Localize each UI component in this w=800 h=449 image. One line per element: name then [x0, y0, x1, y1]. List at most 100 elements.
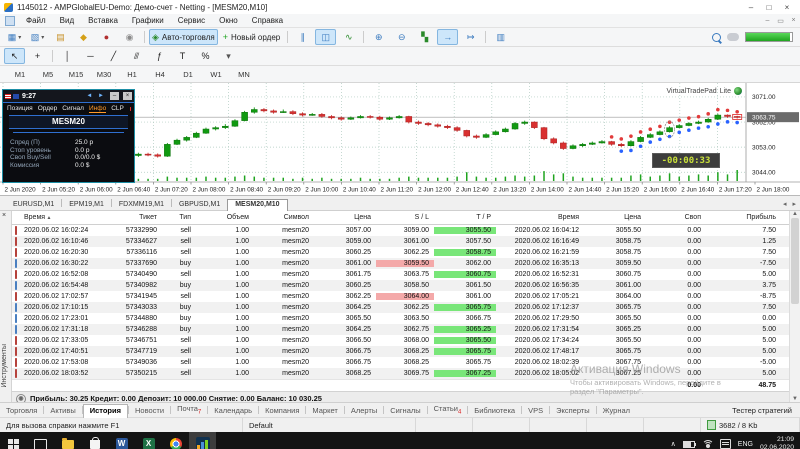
- timeframe-m1[interactable]: M1: [14, 69, 26, 79]
- table-row[interactable]: 2020.06.02 16:52:08 57340490 sell 1.00 mesm2…: [12, 269, 789, 280]
- timeframe-w1[interactable]: W1: [210, 69, 222, 79]
- taskbar-app-word[interactable]: W: [108, 432, 135, 449]
- new-chart-button[interactable]: ▦ ▾: [4, 29, 25, 45]
- table-row[interactable]: 2020.06.02 17:40:51 57347719 sell 1.00 mesm2…: [12, 346, 789, 357]
- panel-tab-инфо[interactable]: Инфо: [88, 104, 107, 113]
- toolbox-tab-mail[interactable]: Почта7: [177, 404, 202, 416]
- toolbox-tab-experts[interactable]: Эксперты: [556, 405, 590, 415]
- line-chart-button[interactable]: ∿: [338, 29, 359, 45]
- more-tools-dropdown[interactable]: ▾: [218, 48, 239, 64]
- table-row[interactable]: 2020.06.02 17:23:01 57344880 buy 1.00 mesm20…: [12, 313, 789, 324]
- chart-tab-fdxmm19-m1[interactable]: FDXMM19,M1: [118, 201, 164, 208]
- menu-item-insert[interactable]: Вставка: [88, 16, 118, 25]
- panel-prev-icon[interactable]: ◄: [86, 93, 95, 99]
- toolbox-tab-library[interactable]: Библиотека: [474, 405, 516, 415]
- toolbox-tab-calendar[interactable]: Календарь: [214, 405, 253, 415]
- crosshair-button[interactable]: +: [27, 48, 48, 64]
- toolbox-tab-market[interactable]: Маркет: [312, 405, 338, 415]
- language-indicator[interactable]: ENG: [737, 440, 753, 448]
- battery-icon[interactable]: [682, 440, 696, 448]
- panel-tab-clp[interactable]: CLP: [111, 105, 124, 112]
- timeframe-h1[interactable]: H1: [127, 69, 137, 79]
- toolbox-tab-news[interactable]: Новости: [135, 405, 165, 415]
- taskbar-app-start[interactable]: [0, 432, 27, 449]
- table-row[interactable]: 2020.06.02 16:10:46 57334627 sell 1.00 mesm2…: [12, 236, 789, 247]
- scroll-up-icon[interactable]: ▲: [792, 211, 798, 217]
- timeframe-h4[interactable]: H4: [155, 69, 165, 79]
- table-row[interactable]: 2020.06.02 16:20:30 57336116 sell 1.00 mesm2…: [12, 247, 789, 258]
- panel-close-button[interactable]: ×: [123, 92, 132, 100]
- bars-chart-button[interactable]: ∥: [292, 29, 313, 45]
- status-profile[interactable]: Default: [243, 418, 416, 432]
- trendline-button[interactable]: ╱: [103, 48, 124, 64]
- column-header[interactable]: Цена: [624, 214, 641, 221]
- chart-tab-mesm20-m10[interactable]: MESM20,M10: [227, 199, 288, 211]
- column-header[interactable]: Символ: [283, 214, 309, 221]
- tray-chevron-icon[interactable]: ∧: [670, 441, 676, 448]
- timeframe-m30[interactable]: M30: [96, 69, 112, 79]
- taskbar-app-taskview[interactable]: [27, 432, 54, 449]
- toolbox-tab-assets[interactable]: Активы: [50, 405, 76, 415]
- taskbar-app-mt5[interactable]: [189, 432, 216, 449]
- table-row[interactable]: 2020.06.02 17:33:05 57346751 sell 1.00 mesm2…: [12, 335, 789, 346]
- taskbar-app-chrome[interactable]: [162, 432, 189, 449]
- cursor-button[interactable]: ↖: [4, 48, 25, 64]
- table-row[interactable]: 2020.06.02 17:10:15 57343033 buy 1.00 mesm20…: [12, 302, 789, 313]
- panel-tab-позиция[interactable]: Позиция: [7, 105, 33, 112]
- timeframe-d1[interactable]: D1: [183, 69, 193, 79]
- minimize-button[interactable]: –: [748, 2, 754, 12]
- data-window-button[interactable]: ▥: [490, 29, 511, 45]
- autoscroll-button[interactable]: ↦: [460, 29, 481, 45]
- maximize-button[interactable]: □: [766, 2, 772, 12]
- table-row[interactable]: 2020.06.02 16:02:24 57332990 sell 1.00 mesm2…: [12, 225, 789, 236]
- column-header[interactable]: Время: [557, 214, 579, 221]
- menu-item-view[interactable]: Вид: [59, 16, 75, 25]
- community-button[interactable]: ●: [96, 29, 117, 45]
- text-button[interactable]: T: [172, 48, 193, 64]
- mdi-close-button[interactable]: ×: [791, 16, 796, 24]
- panel-next-icon[interactable]: ►: [98, 93, 106, 99]
- taskbar-app-explorer[interactable]: [54, 432, 81, 449]
- tab-scroll-arrows[interactable]: ◂ ▸: [783, 201, 798, 208]
- toolbox-tab-articles[interactable]: Статьи4: [433, 404, 462, 416]
- mdi-minimize-button[interactable]: –: [765, 16, 770, 24]
- autotrading-button[interactable]: ◈ Авто-торговля: [149, 29, 218, 45]
- search-icon[interactable]: [712, 32, 721, 42]
- toolbox-close-icon[interactable]: ×: [2, 212, 7, 219]
- menu-item-window[interactable]: Окно: [219, 16, 238, 25]
- deposits-button[interactable]: ◆: [73, 29, 94, 45]
- scroll-down-icon[interactable]: ▼: [792, 396, 798, 402]
- toolbox-tab-journal[interactable]: Журнал: [602, 405, 631, 415]
- panel-tab-сигнал[interactable]: Сигнал: [62, 105, 84, 112]
- panel-minimize-button[interactable]: –: [110, 92, 119, 100]
- menu-item-help[interactable]: Справка: [251, 16, 284, 25]
- trade-panel-header[interactable]: 9:27 ◄ ► – ×: [3, 90, 134, 103]
- table-row[interactable]: 2020.06.02 17:02:57 57341945 sell 1.00 mesm2…: [12, 291, 789, 302]
- chart-tab-eurusd-m1[interactable]: EURUSD,M1: [13, 201, 55, 208]
- column-header[interactable]: Тип: [179, 214, 191, 221]
- column-header[interactable]: Время ▲: [24, 214, 52, 221]
- toolbox-tab-vps[interactable]: VPS: [528, 405, 544, 415]
- toolbox-tab-signals[interactable]: Сигналы: [390, 405, 421, 415]
- fibo-button[interactable]: ƒ: [149, 48, 170, 64]
- table-row[interactable]: 2020.06.02 17:31:18 57346288 buy 1.00 mesm20…: [12, 324, 789, 335]
- candles-chart-button[interactable]: ◫: [315, 29, 337, 45]
- table-row[interactable]: 2020.06.02 16:54:48 57340982 buy 1.00 mesm20…: [12, 280, 789, 291]
- column-header[interactable]: Прибыль: [746, 214, 776, 221]
- chart-area[interactable]: 2 Jun 2020 2 Jun 05:20 2 Jun 06:00 2 Jun 06…: [0, 83, 800, 196]
- channel-button[interactable]: ⫻: [126, 48, 147, 64]
- menu-item-charts[interactable]: Графики: [131, 16, 164, 25]
- taskbar-app-excel[interactable]: X: [135, 432, 162, 449]
- table-scrollbar[interactable]: ▲ ▼: [789, 211, 800, 402]
- profiles-button[interactable]: ▧ ▾: [27, 29, 48, 45]
- timeframe-m5[interactable]: M5: [42, 69, 54, 79]
- toolbox-tab-company[interactable]: Компания: [265, 405, 300, 415]
- taskbar-clock[interactable]: 21:09 02.06.2020: [760, 436, 794, 449]
- wifi-icon[interactable]: [701, 440, 714, 448]
- timeframe-mn[interactable]: MN: [238, 69, 250, 79]
- menu-item-tools[interactable]: Сервис: [177, 16, 206, 25]
- table-header[interactable]: Время ▲ Тикет Тип Объем Символ Цена S / L T / P…: [12, 211, 789, 225]
- scrollbar-thumb[interactable]: [791, 218, 799, 304]
- vline-button[interactable]: │: [57, 48, 78, 64]
- shapes-button[interactable]: %: [195, 48, 216, 64]
